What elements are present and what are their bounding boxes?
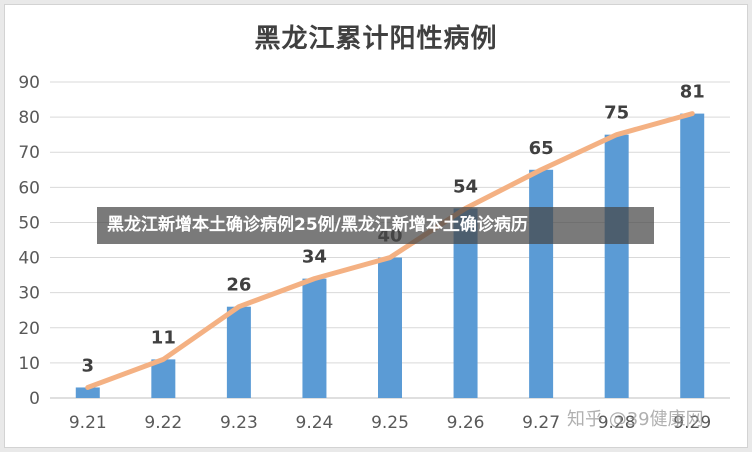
y-tick-label: 60 — [18, 178, 40, 198]
x-tick-label: 9.27 — [522, 413, 560, 433]
trend-line — [85, 111, 695, 390]
y-tick-label: 10 — [18, 354, 40, 374]
x-tick-label: 9.24 — [296, 413, 334, 433]
watermark: 知乎 @39健康网 — [567, 409, 704, 430]
y-tick-label: 50 — [18, 213, 40, 233]
bar — [378, 257, 402, 398]
y-tick-label: 90 — [18, 73, 40, 93]
data-label: 54 — [453, 176, 478, 197]
y-tick-label: 30 — [18, 284, 40, 304]
bar — [680, 113, 705, 398]
bar — [151, 359, 176, 398]
x-tick-label: 9.28 — [598, 413, 636, 433]
bar — [604, 134, 629, 398]
y-tick-label: 70 — [18, 143, 40, 163]
data-label: 34 — [302, 247, 327, 268]
data-label: 26 — [226, 275, 251, 296]
y-tick-label: 0 — [29, 389, 40, 409]
data-label: 75 — [604, 103, 629, 124]
bar — [75, 387, 100, 398]
x-tick-label: 9.25 — [371, 413, 409, 433]
data-label: 3 — [82, 355, 95, 376]
bar — [529, 169, 554, 398]
data-label: 65 — [529, 138, 554, 159]
bar — [226, 306, 251, 398]
y-tick-label: 40 — [18, 249, 40, 269]
y-tick-label: 80 — [18, 108, 40, 128]
x-tick-label: 9.21 — [69, 413, 107, 433]
data-label: 11 — [151, 327, 176, 348]
x-tick-label: 9.29 — [673, 413, 711, 433]
x-tick-label: 9.23 — [220, 413, 258, 433]
x-tick-label: 9.26 — [447, 413, 485, 433]
y-tick-label: 20 — [18, 319, 40, 339]
data-label: 81 — [680, 82, 705, 103]
chart-title: 黑龙江累计阳性病例 — [254, 24, 498, 54]
bar — [302, 278, 327, 398]
caption-banner: 黑龙江新增本土确诊病例25例/黑龙江新增本土确诊病历 — [97, 207, 654, 244]
x-tick-label: 9.22 — [144, 413, 182, 433]
